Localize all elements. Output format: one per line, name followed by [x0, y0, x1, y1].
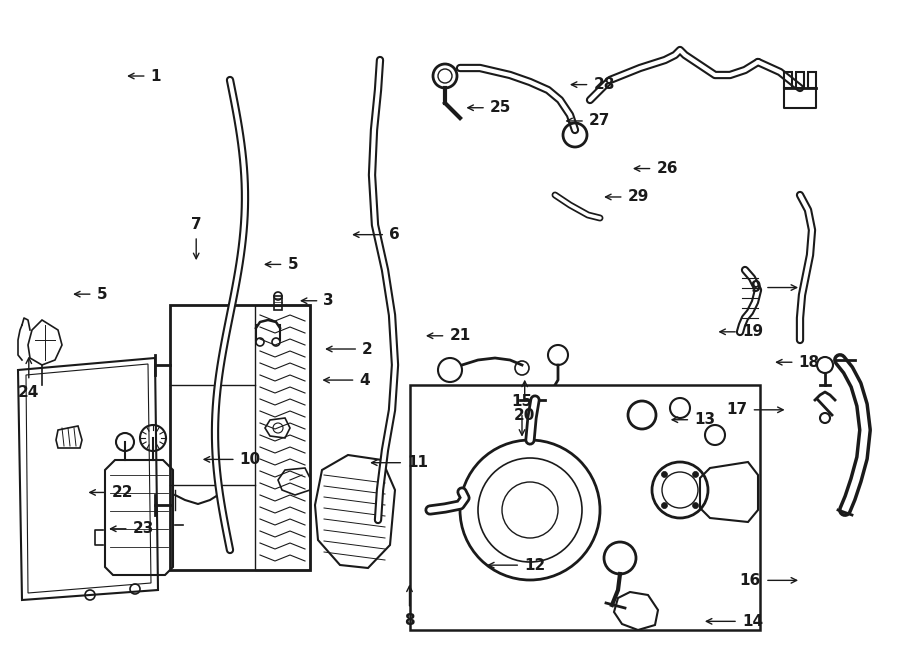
Bar — [274, 296, 282, 310]
Text: 6: 6 — [389, 227, 400, 242]
Text: 24: 24 — [18, 385, 40, 400]
Text: 22: 22 — [112, 485, 133, 500]
Text: 21: 21 — [449, 329, 471, 343]
Text: 1: 1 — [150, 69, 161, 83]
Text: 27: 27 — [589, 114, 610, 128]
Text: 8: 8 — [404, 613, 415, 628]
Text: 28: 28 — [593, 77, 615, 92]
Text: 5: 5 — [287, 257, 298, 272]
Text: 7: 7 — [191, 217, 202, 232]
Text: 16: 16 — [740, 573, 761, 588]
Text: 17: 17 — [726, 403, 748, 417]
Text: 19: 19 — [742, 325, 763, 339]
Circle shape — [662, 502, 668, 508]
Text: 3: 3 — [323, 293, 334, 308]
Circle shape — [693, 502, 698, 508]
Text: 23: 23 — [132, 522, 154, 536]
Text: 4: 4 — [359, 373, 370, 387]
Text: 2: 2 — [362, 342, 373, 356]
Bar — [796, 72, 804, 88]
Circle shape — [693, 471, 698, 477]
Text: 10: 10 — [239, 452, 261, 467]
Text: 20: 20 — [514, 408, 536, 423]
Text: 18: 18 — [798, 355, 820, 369]
Bar — [255, 305, 310, 570]
Bar — [170, 305, 310, 570]
Bar — [410, 385, 760, 630]
Text: 29: 29 — [627, 190, 649, 204]
Circle shape — [662, 471, 668, 477]
Text: 25: 25 — [490, 100, 511, 115]
Text: 15: 15 — [511, 393, 533, 408]
Text: 5: 5 — [96, 287, 107, 301]
Text: 11: 11 — [407, 455, 428, 470]
Text: 13: 13 — [694, 412, 716, 427]
Bar — [784, 72, 792, 88]
Text: 14: 14 — [742, 614, 763, 629]
Text: 26: 26 — [656, 161, 678, 176]
Bar — [808, 72, 816, 88]
Text: 12: 12 — [524, 558, 545, 572]
Text: 9: 9 — [751, 280, 761, 295]
